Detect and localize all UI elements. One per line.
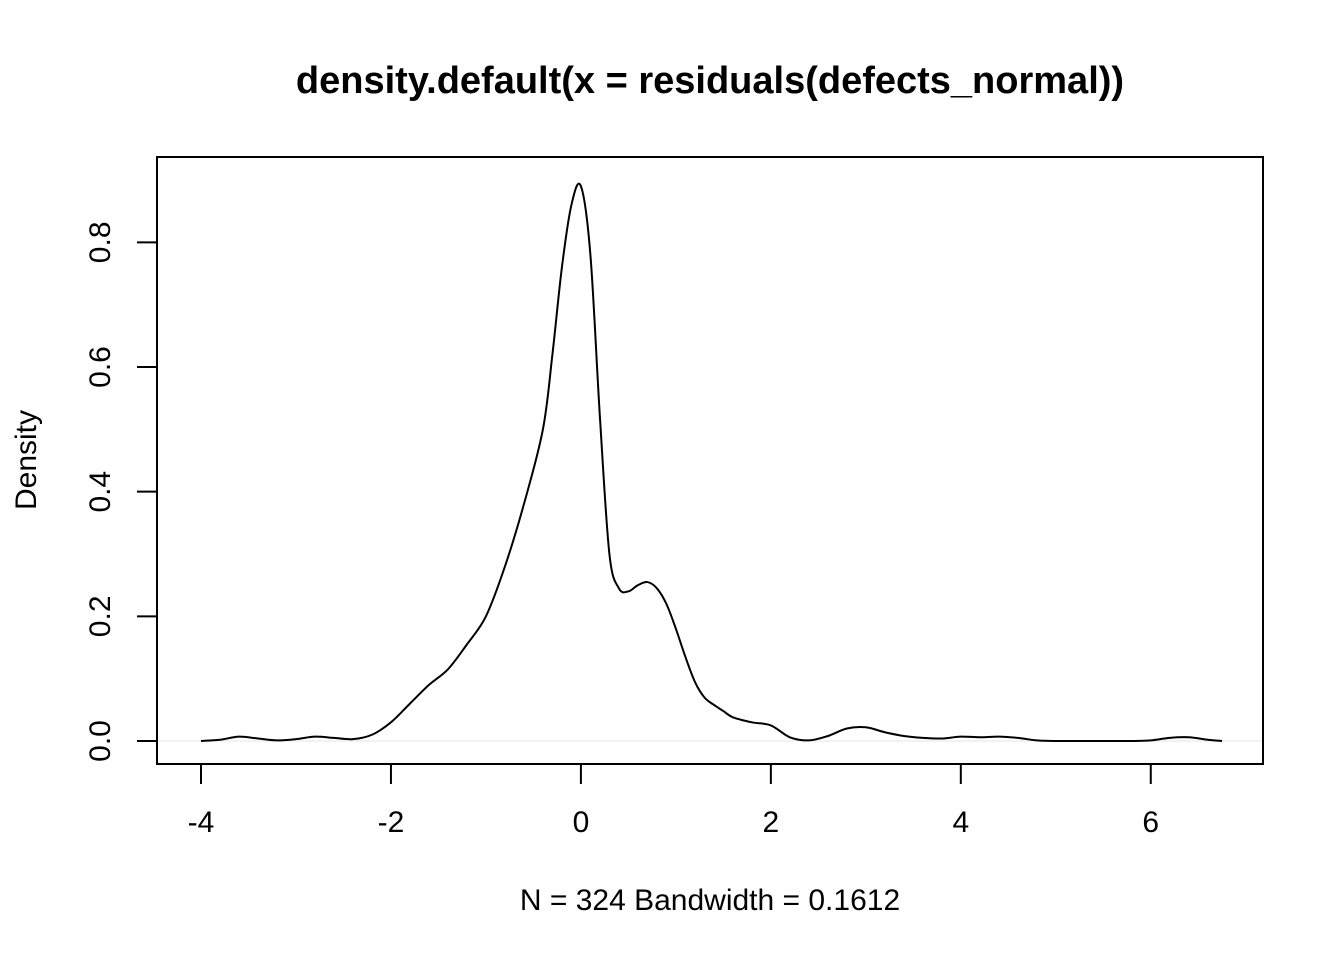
x-axis-label: N = 324 Bandwidth = 0.1612 — [520, 884, 900, 917]
x-tick-label: -4 — [188, 806, 215, 839]
y-tick-label: 0.8 — [84, 221, 117, 263]
y-tick-label: 0.2 — [84, 595, 117, 637]
x-axis: -4 -2 0 2 4 6 — [188, 763, 1159, 839]
x-tick-label: 4 — [952, 806, 969, 839]
y-tick-label: 0.4 — [84, 471, 117, 513]
x-tick-label: -2 — [378, 806, 405, 839]
y-tick-label: 0.6 — [84, 346, 117, 388]
chart-title: density.default(x = residuals(defects_no… — [296, 60, 1124, 102]
density-curve-series — [200, 182, 1223, 743]
y-axis: 0.0 0.2 0.4 0.6 0.8 — [84, 221, 158, 762]
x-tick-label: 6 — [1142, 806, 1159, 839]
x-tick-label: 0 — [573, 806, 590, 839]
y-axis-label: Density — [10, 410, 43, 510]
x-tick-label: 2 — [763, 806, 780, 839]
plot-frame — [156, 156, 1264, 765]
y-tick-label: 0.0 — [84, 720, 117, 762]
